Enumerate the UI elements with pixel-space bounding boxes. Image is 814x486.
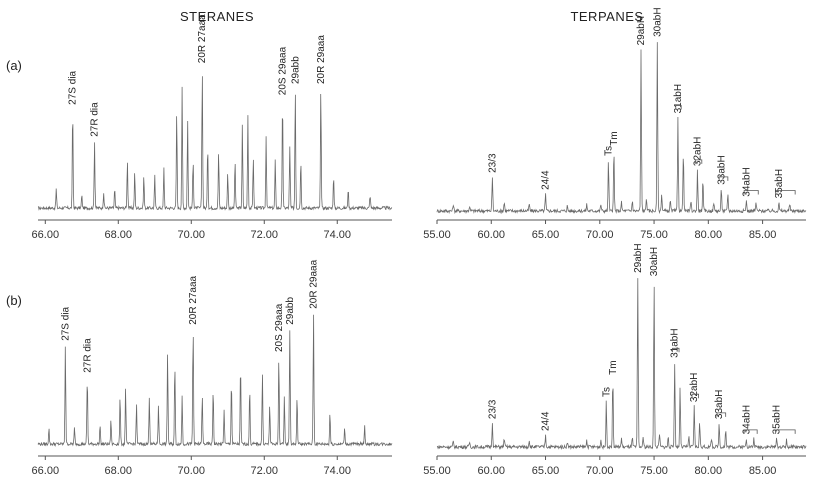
peak-label: 23/3 <box>487 399 498 419</box>
x-tick-label: 70.00 <box>586 229 614 241</box>
peak-label: 24/4 <box>541 170 552 190</box>
x-tick-label: 70.00 <box>178 229 206 241</box>
peak-label: 30abH <box>652 7 663 36</box>
x-tick-label: 70.00 <box>586 465 614 477</box>
x-tick-label: 55.00 <box>423 465 451 477</box>
peak-label: 27S dia <box>68 70 79 104</box>
x-tick-label: 65.00 <box>532 229 560 241</box>
peak-bracket <box>718 176 729 181</box>
peak-bracket <box>775 429 796 434</box>
peak-label: 33abH <box>716 155 727 184</box>
terpanes-header: TERPANES <box>570 9 643 24</box>
x-tick-label: 66.00 <box>32 465 60 477</box>
x-tick-label: 74.00 <box>323 229 351 241</box>
trace-line <box>37 314 393 448</box>
peak-label: 29abb <box>290 56 301 84</box>
x-tick-label: 72.00 <box>251 465 279 477</box>
peak-label: Ts <box>603 146 614 156</box>
x-tick-label: 66.00 <box>32 229 60 241</box>
x-tick-label: 75.00 <box>640 229 668 241</box>
peak-label: 32abH <box>692 137 703 166</box>
peak-label: 33abH <box>714 390 725 419</box>
x-tick-label: 80.00 <box>695 465 723 477</box>
steranes-header: STERANES <box>180 9 254 24</box>
chart-steranes-2: 66.00 68.00 70.00 72.00 74.00 27S dia 27R dia 2… <box>32 259 393 477</box>
chart-steranes-0: 66.00 68.00 70.00 72.00 74.00 27S dia 27R dia 2… <box>32 14 393 241</box>
x-tick-label: 72.00 <box>251 229 279 241</box>
trace-line <box>37 76 393 212</box>
trace-line <box>436 278 807 451</box>
chromatogram-panels: 66.00 68.00 70.00 72.00 74.00 27S dia 27R dia 2… <box>32 7 807 477</box>
x-tick-label: 85.00 <box>749 229 777 241</box>
peak-label: Ts <box>601 387 612 397</box>
peak-bracket <box>743 429 758 434</box>
peak-label: Tm <box>608 360 619 374</box>
peak-label: 31abH <box>670 328 681 357</box>
peak-label: 23/3 <box>487 153 498 173</box>
peak-bracket <box>675 105 682 110</box>
peak-label: 29abH <box>633 243 644 272</box>
x-tick-label: 60.00 <box>477 229 505 241</box>
peak-label: 20R 29aaa <box>316 35 327 84</box>
peak-bracket <box>775 190 796 195</box>
peak-label: Tm <box>609 131 620 145</box>
x-tick-label: 68.00 <box>105 465 133 477</box>
peak-label: 20R 27aaa <box>197 14 208 63</box>
peak-label: 24/4 <box>541 411 552 431</box>
chart-terpanes-1: 55.00 60.00 65.00 70.00 75.00 80.00 85.00 23/3 2… <box>423 7 807 241</box>
peak-label: 30abH <box>649 247 660 276</box>
peak-label: 20R 29aaa <box>309 259 320 308</box>
x-tick-label: 80.00 <box>695 229 723 241</box>
x-tick-label: 65.00 <box>532 465 560 477</box>
peak-label: 27R dia <box>90 102 101 137</box>
peak-label: 35abH <box>774 169 785 198</box>
peak-label: 31abH <box>673 84 684 113</box>
x-tick-label: 68.00 <box>105 229 133 241</box>
chart-terpanes-3: 55.00 60.00 65.00 70.00 75.00 80.00 85.00 23/3 2… <box>423 243 807 477</box>
peak-label: 35abH <box>772 405 783 434</box>
x-tick-label: 75.00 <box>640 465 668 477</box>
peak-label: 20S 29aaa <box>278 46 289 95</box>
peak-bracket <box>672 347 680 353</box>
peak-label: 27R dia <box>82 338 93 373</box>
row-label-b: (b) <box>6 293 22 308</box>
x-tick-label: 85.00 <box>749 465 777 477</box>
x-tick-label: 70.00 <box>178 465 206 477</box>
peak-bracket <box>716 412 727 417</box>
peak-bracket <box>691 393 699 399</box>
peak-label: 34abH <box>741 167 752 196</box>
trace-line <box>436 42 807 215</box>
peak-label: 32abH <box>689 373 700 402</box>
peak-label: 20S 29aaa <box>274 303 285 352</box>
peak-label: 20R 27aaa <box>188 275 199 324</box>
row-label-a: (a) <box>6 58 22 73</box>
x-tick-label: 60.00 <box>477 465 505 477</box>
peak-bracket <box>743 190 759 195</box>
peak-bracket <box>694 159 703 164</box>
peak-label: 27S dia <box>60 306 71 340</box>
peak-label: 34abH <box>741 405 752 434</box>
x-tick-label: 74.00 <box>323 465 351 477</box>
peak-label: 29abb <box>285 297 296 325</box>
peak-label: 29abH <box>636 16 647 45</box>
x-tick-label: 55.00 <box>423 229 451 241</box>
